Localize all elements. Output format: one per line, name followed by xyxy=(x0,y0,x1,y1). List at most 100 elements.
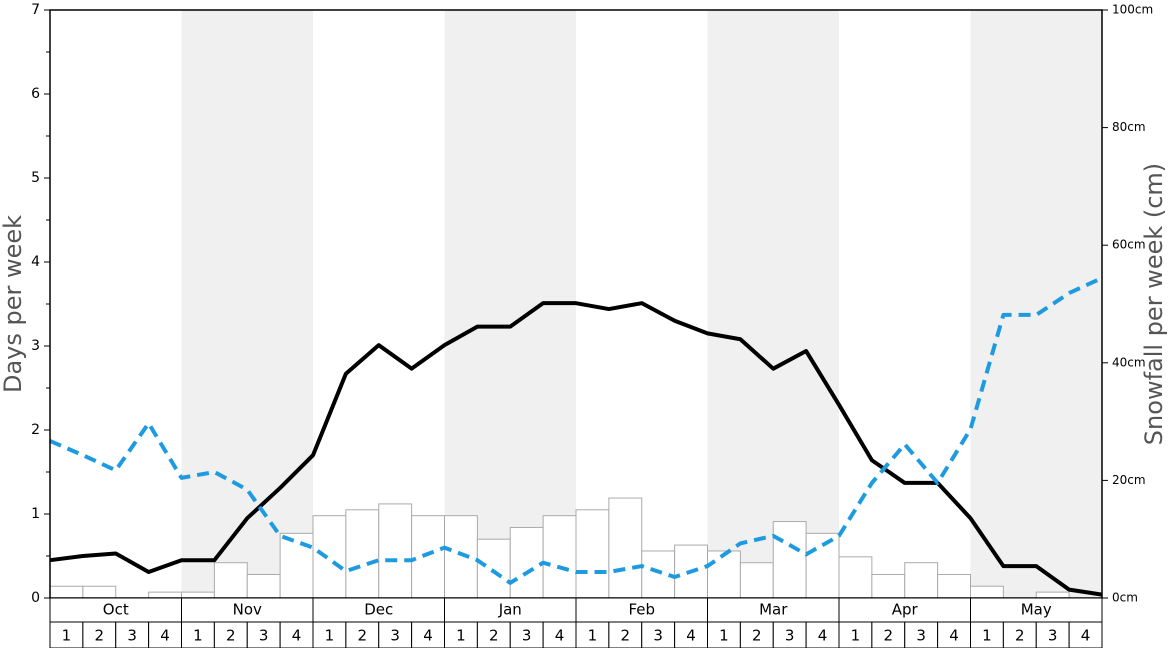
snowfall-bar xyxy=(312,515,347,599)
snowfall-bar xyxy=(970,585,1004,599)
week-cell xyxy=(509,621,544,648)
x-tick-label: 1 xyxy=(719,627,729,645)
x-tick-label: 4 xyxy=(555,627,565,645)
y2-tick-label: 20cm xyxy=(1112,473,1146,487)
week-cell xyxy=(345,621,380,648)
x-tick-label: 2 xyxy=(752,627,762,645)
month-cell xyxy=(444,597,577,623)
week-cell xyxy=(772,621,807,648)
snowfall-bar xyxy=(378,503,413,599)
y-tick-label: 7 xyxy=(31,2,40,18)
x-tick-label: 4 xyxy=(818,627,828,645)
month-band xyxy=(970,10,1102,598)
snowfall-bar xyxy=(82,585,117,599)
month-label: Dec xyxy=(364,601,393,619)
x-tick-label: 2 xyxy=(489,627,499,645)
month-label: Mar xyxy=(759,601,788,619)
snowfall-bar xyxy=(213,562,248,599)
x-tick-label: 2 xyxy=(621,627,631,645)
x-tick-label: 1 xyxy=(193,627,203,645)
x-tick-label: 3 xyxy=(259,627,269,645)
x-tick-label: 3 xyxy=(916,627,926,645)
month-band xyxy=(313,10,445,598)
week-cell xyxy=(1068,621,1103,648)
week-cell xyxy=(444,621,478,648)
y2-tick-label: 0cm xyxy=(1112,591,1138,605)
week-cell xyxy=(707,621,741,648)
month-label: Feb xyxy=(628,601,655,619)
month-label: May xyxy=(1021,601,1052,619)
snowfall-bar xyxy=(49,585,84,599)
x-tick-label: 2 xyxy=(95,627,105,645)
snowfall-bar xyxy=(246,573,281,599)
snowfall-bar xyxy=(411,515,445,599)
month-cell xyxy=(838,597,971,623)
y2-axis-label: Snowfall per week (cm) xyxy=(1140,163,1168,445)
month-label: Nov xyxy=(233,601,262,619)
snowfall-bar xyxy=(279,532,314,599)
week-cell xyxy=(476,621,511,648)
week-cell xyxy=(575,621,610,648)
x-tick-label: 4 xyxy=(423,627,433,645)
y-tick-label: 1 xyxy=(31,506,40,522)
month-cell xyxy=(575,597,708,623)
snowfall-bar xyxy=(509,526,544,599)
x-tick-label: 3 xyxy=(653,627,663,645)
snowfall-bar xyxy=(707,550,741,599)
line-series xyxy=(49,301,1103,597)
week-cell xyxy=(312,621,347,648)
x-tick-label: 4 xyxy=(949,627,959,645)
x-tick-label: 1 xyxy=(588,627,598,645)
x-tick-label: 4 xyxy=(1081,627,1091,645)
snowfall-bar xyxy=(608,497,643,599)
x-tick-label: 4 xyxy=(160,627,170,645)
month-band xyxy=(181,10,313,598)
snowfall-bar xyxy=(575,509,610,599)
month-label: Apr xyxy=(892,601,919,619)
y2-tick-label: 80cm xyxy=(1112,120,1146,134)
line-series xyxy=(49,276,1103,585)
y2-tick-label: 100cm xyxy=(1112,3,1153,17)
y-tick-label: 2 xyxy=(31,422,40,438)
snowfall-bar xyxy=(904,562,939,599)
x-tick-label: 4 xyxy=(292,627,302,645)
week-cell xyxy=(378,621,413,648)
week-cell xyxy=(608,621,643,648)
x-tick-label: 3 xyxy=(1048,627,1058,645)
snowfall-bar xyxy=(181,591,215,599)
x-tick-label: 3 xyxy=(785,627,795,645)
week-cell xyxy=(674,621,708,648)
month-cell xyxy=(970,597,1103,623)
week-cell xyxy=(937,621,971,648)
x-tick-label: 4 xyxy=(686,627,696,645)
month-label: Jan xyxy=(498,601,522,619)
snowfall-bar xyxy=(542,515,577,599)
x-tick-label: 1 xyxy=(62,627,72,645)
x-tick-label: 3 xyxy=(522,627,532,645)
x-tick-label: 2 xyxy=(358,627,368,645)
month-band xyxy=(707,10,839,598)
snowfall-bar xyxy=(772,521,807,599)
x-tick-label: 3 xyxy=(390,627,400,645)
week-cell xyxy=(805,621,840,648)
week-cell xyxy=(970,621,1004,648)
x-tick-label: 2 xyxy=(884,627,894,645)
week-cell xyxy=(904,621,939,648)
snowfall-bar xyxy=(838,556,873,599)
y-tick-label: 5 xyxy=(31,170,40,186)
snowfall-bar xyxy=(871,573,906,599)
x-tick-label: 1 xyxy=(456,627,466,645)
y2-tick-label: 60cm xyxy=(1112,238,1146,252)
y-tick-label: 6 xyxy=(31,86,40,102)
week-cell xyxy=(641,621,676,648)
x-tick-label: 2 xyxy=(226,627,236,645)
y-tick-label: 4 xyxy=(31,254,40,270)
week-cell xyxy=(1035,621,1070,648)
snowfall-bar xyxy=(148,591,182,599)
week-cell xyxy=(411,621,445,648)
month-cell xyxy=(181,597,314,623)
x-tick-label: 1 xyxy=(982,627,992,645)
snowfall-bar xyxy=(345,509,380,599)
week-cell xyxy=(1002,621,1037,648)
